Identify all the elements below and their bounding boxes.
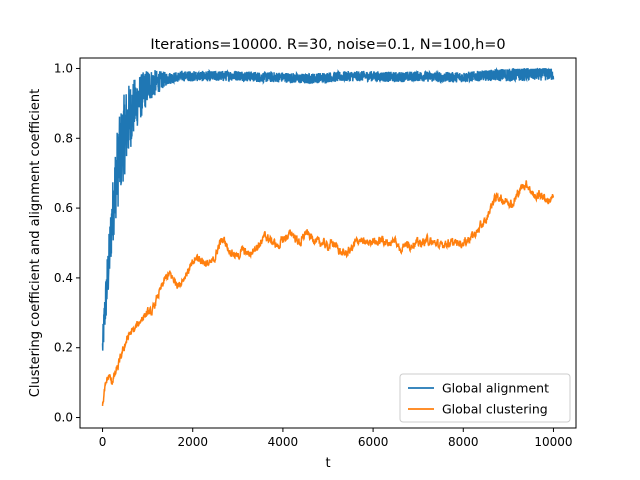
y-axis: 0.0 0.2 0.4 0.6 0.8 1.0	[54, 61, 80, 425]
x-tick-label: 6000	[358, 435, 389, 449]
y-axis-label: Clustering coefficient and alignment coe…	[28, 89, 43, 397]
plot-frame	[79, 57, 577, 429]
series-line	[101, 67, 555, 351]
x-axis: 0 2000 4000 6000 8000 10000	[99, 428, 573, 449]
x-tick-label: 8000	[448, 435, 479, 449]
x-tick-label: 0	[99, 435, 107, 449]
legend-label: Global alignment	[442, 381, 549, 396]
legend: Global alignment Global clustering	[399, 373, 571, 423]
legend-label: Global clustering	[442, 402, 548, 417]
series-layer	[101, 67, 555, 407]
x-tick-label: 10000	[534, 435, 572, 449]
y-tick-label: 0.6	[54, 201, 73, 215]
y-tick-label: 0.0	[54, 411, 73, 425]
y-tick-label: 0.4	[54, 271, 73, 285]
series-line	[101, 180, 555, 407]
x-tick-label: 2000	[177, 435, 208, 449]
y-tick-label: 1.0	[54, 61, 73, 75]
legend-box	[399, 373, 571, 423]
y-tick-label: 0.2	[54, 341, 73, 355]
x-axis-label: t	[325, 456, 330, 471]
series-global-alignment	[101, 67, 555, 351]
chart-title: Iterations=10000. R=30, noise=0.1, N=100…	[150, 37, 505, 53]
series-global-clustering	[101, 180, 555, 407]
y-tick-label: 0.8	[54, 131, 73, 145]
x-tick-label: 4000	[268, 435, 299, 449]
